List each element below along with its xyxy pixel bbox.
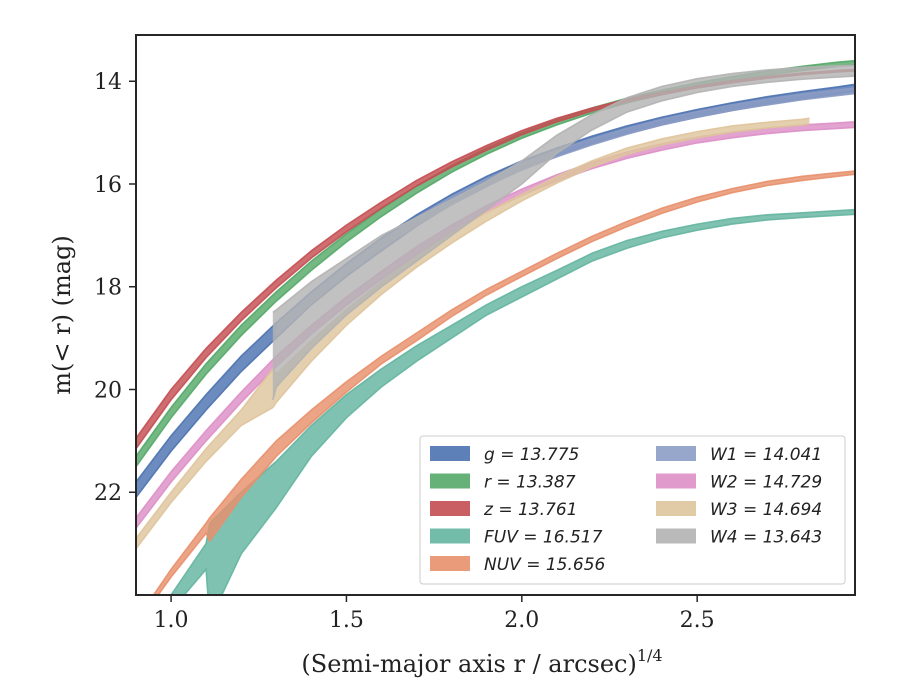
legend-frame (419, 435, 846, 585)
series-w4 (272, 64, 855, 401)
legend-label: g = 13.775 (484, 445, 579, 465)
edge-lower-nuv (157, 173, 855, 595)
y-tick-label: 14 (94, 70, 122, 95)
legend-swatch (430, 528, 470, 544)
x-axis-label: (Semi-major axis r / arcsec)1/4 (301, 646, 662, 678)
legend-item-z: z = 13.761 (430, 500, 577, 520)
legend-swatch (656, 501, 696, 516)
edge-lower-w3 (136, 123, 810, 550)
x-tick-label: 2.5 (680, 608, 715, 633)
band-z (136, 69, 855, 449)
series-layer (136, 59, 855, 595)
legend-swatch (430, 473, 470, 489)
series-nuv (152, 170, 855, 595)
legend-label: z = 13.761 (483, 500, 577, 520)
band-w4 (272, 65, 855, 400)
plot-frame (135, 34, 856, 596)
legend-label: W2 = 14.729 (710, 473, 822, 493)
legend-label: W4 = 13.643 (710, 528, 822, 548)
legend-label: W1 = 14.041 (710, 445, 822, 465)
edge-lower-w4 (272, 75, 855, 401)
y-tick-label: 20 (94, 378, 122, 403)
legend-swatch (430, 556, 470, 571)
legend-item-fuv: FUV = 16.517 (430, 528, 603, 548)
legend: g = 13.775 r = 13.387 z = 13.761 FUV = 16.5… (419, 435, 846, 585)
legend-swatch (656, 473, 696, 489)
x-axis: 1.0 1.5 2.0 2.5 (154, 595, 715, 633)
edge-upper-w4 (272, 64, 855, 314)
legend-label: FUV = 16.517 (484, 528, 603, 548)
edge-upper-g (136, 83, 855, 483)
edge-upper-nuv (152, 170, 855, 595)
legend-item-w4: W4 = 13.643 (656, 528, 822, 548)
legend-item-r: r = 13.387 (430, 473, 576, 493)
legend-item-w1: W1 = 14.041 (656, 445, 822, 465)
legend-swatch (656, 446, 696, 461)
x-tick-label: 1.0 (154, 608, 189, 633)
y-axis: 14 16 18 20 22 (94, 70, 136, 506)
legend-label: W3 = 14.694 (710, 500, 822, 520)
legend-item-g: g = 13.775 (430, 445, 579, 465)
y-tick-label: 18 (94, 276, 122, 301)
x-tick-label: 1.5 (329, 608, 364, 633)
legend-swatch (430, 446, 470, 461)
legend-item-w3: W3 = 14.694 (656, 500, 822, 520)
y-axis-label: m(< r) (mag) (48, 235, 76, 394)
x-tick-label: 2.0 (504, 608, 539, 633)
y-tick-label: 16 (94, 173, 122, 198)
legend-item-nuv: NUV = 15.656 (430, 555, 606, 575)
legend-swatch (430, 501, 470, 516)
legend-label: NUV = 15.656 (484, 555, 606, 575)
y-tick-label: 22 (94, 481, 122, 506)
legend-swatch (656, 528, 696, 544)
legend-item-w2: W2 = 14.729 (656, 473, 822, 493)
edge-lower-fuv (183, 213, 855, 595)
legend-label: r = 13.387 (484, 473, 576, 493)
